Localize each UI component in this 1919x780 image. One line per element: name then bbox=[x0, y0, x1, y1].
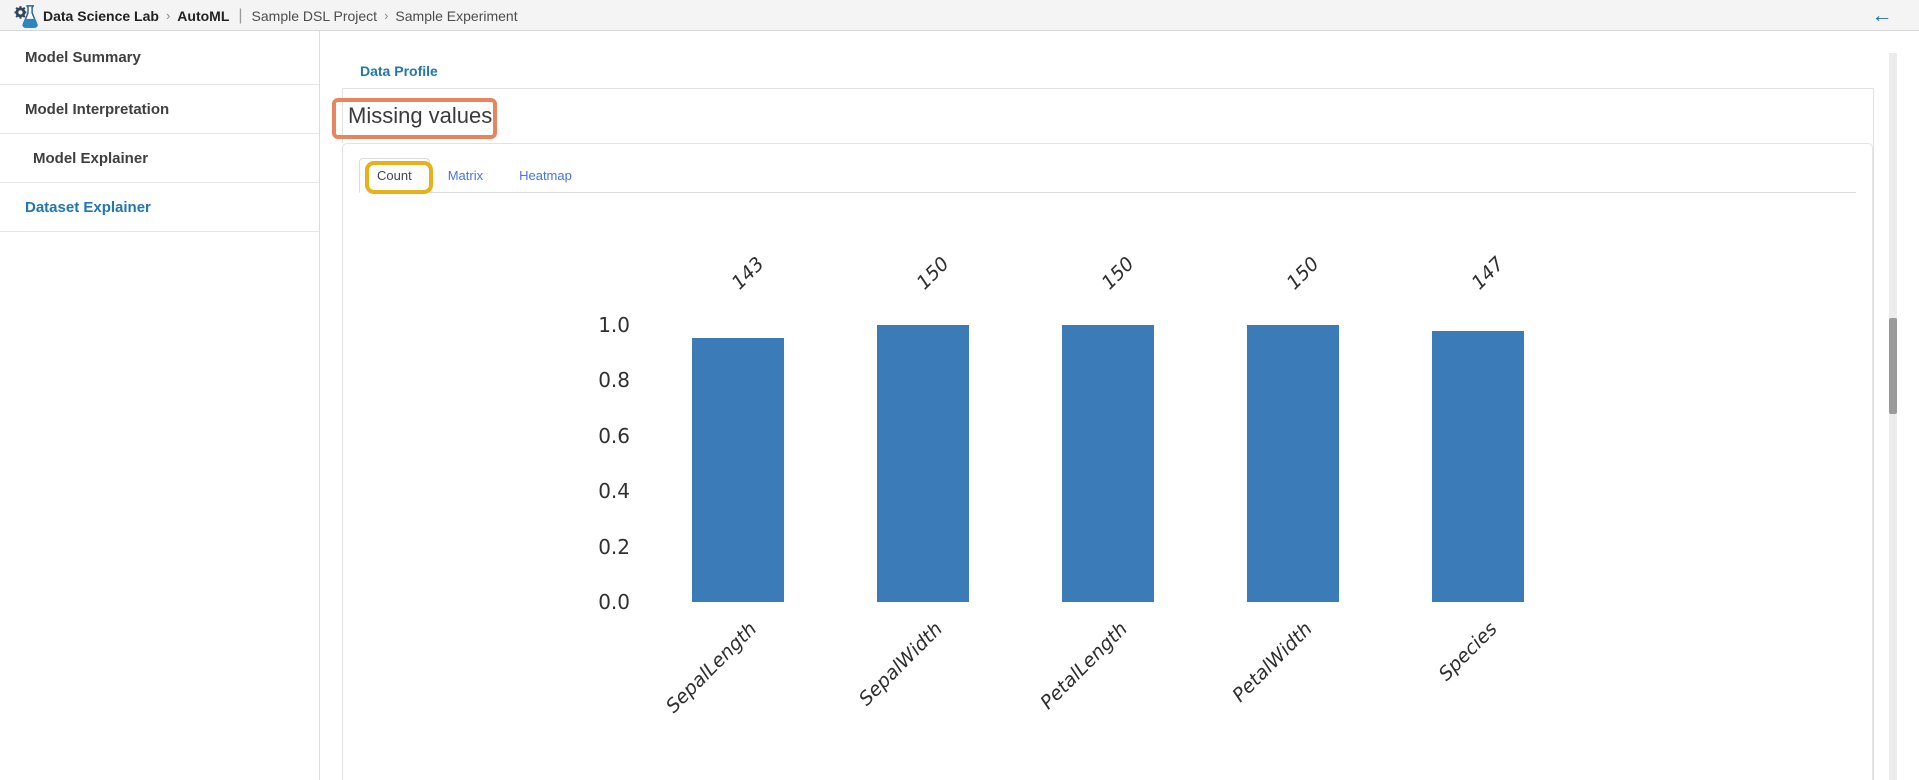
app-logo-flask-icon bbox=[14, 5, 38, 28]
breadcrumb-divider: | bbox=[238, 6, 243, 24]
tab-heatmap[interactable]: Heatmap bbox=[519, 168, 572, 183]
sidebar-nav: Model Summary Model Interpretation Model E… bbox=[0, 31, 320, 780]
app-header: Data Science Lab › AutoML | Sample DSL P… bbox=[0, 0, 1919, 31]
breadcrumb-app-title[interactable]: Data Science Lab bbox=[43, 7, 159, 24]
tab-count[interactable]: Count bbox=[359, 158, 430, 193]
back-arrow-button[interactable]: ← bbox=[1868, 3, 1896, 29]
data-profile-link[interactable]: Data Profile bbox=[360, 63, 438, 79]
chevron-right-icon: › bbox=[384, 8, 389, 23]
section-left-border bbox=[342, 88, 343, 143]
chevron-right-icon: › bbox=[165, 8, 171, 23]
breadcrumb-experiment[interactable]: Sample Experiment bbox=[395, 7, 518, 24]
chart-tabs: Count Matrix Heatmap bbox=[359, 158, 1856, 193]
sidebar-item-model-interpretation[interactable]: Model Interpretation bbox=[0, 85, 319, 134]
sidebar-item-model-explainer[interactable]: Model Explainer bbox=[0, 134, 319, 183]
section-divider bbox=[342, 88, 1873, 89]
sidebar-item-model-summary[interactable]: Model Summary bbox=[0, 31, 319, 85]
vertical-scrollbar-track[interactable] bbox=[1889, 53, 1897, 780]
vertical-scrollbar-thumb[interactable] bbox=[1889, 318, 1897, 414]
tab-matrix[interactable]: Matrix bbox=[447, 168, 484, 183]
breadcrumb-project[interactable]: Sample DSL Project bbox=[251, 7, 378, 24]
sidebar-item-dataset-explainer[interactable]: Dataset Explainer bbox=[0, 183, 319, 232]
page-title-missing-values: Missing values bbox=[348, 103, 493, 128]
section-right-border bbox=[1873, 88, 1874, 780]
breadcrumb: Data Science Lab › AutoML | Sample DSL P… bbox=[43, 0, 518, 31]
breadcrumb-module[interactable]: AutoML bbox=[177, 7, 230, 24]
missing-values-card: Count Matrix Heatmap bbox=[342, 143, 1873, 780]
